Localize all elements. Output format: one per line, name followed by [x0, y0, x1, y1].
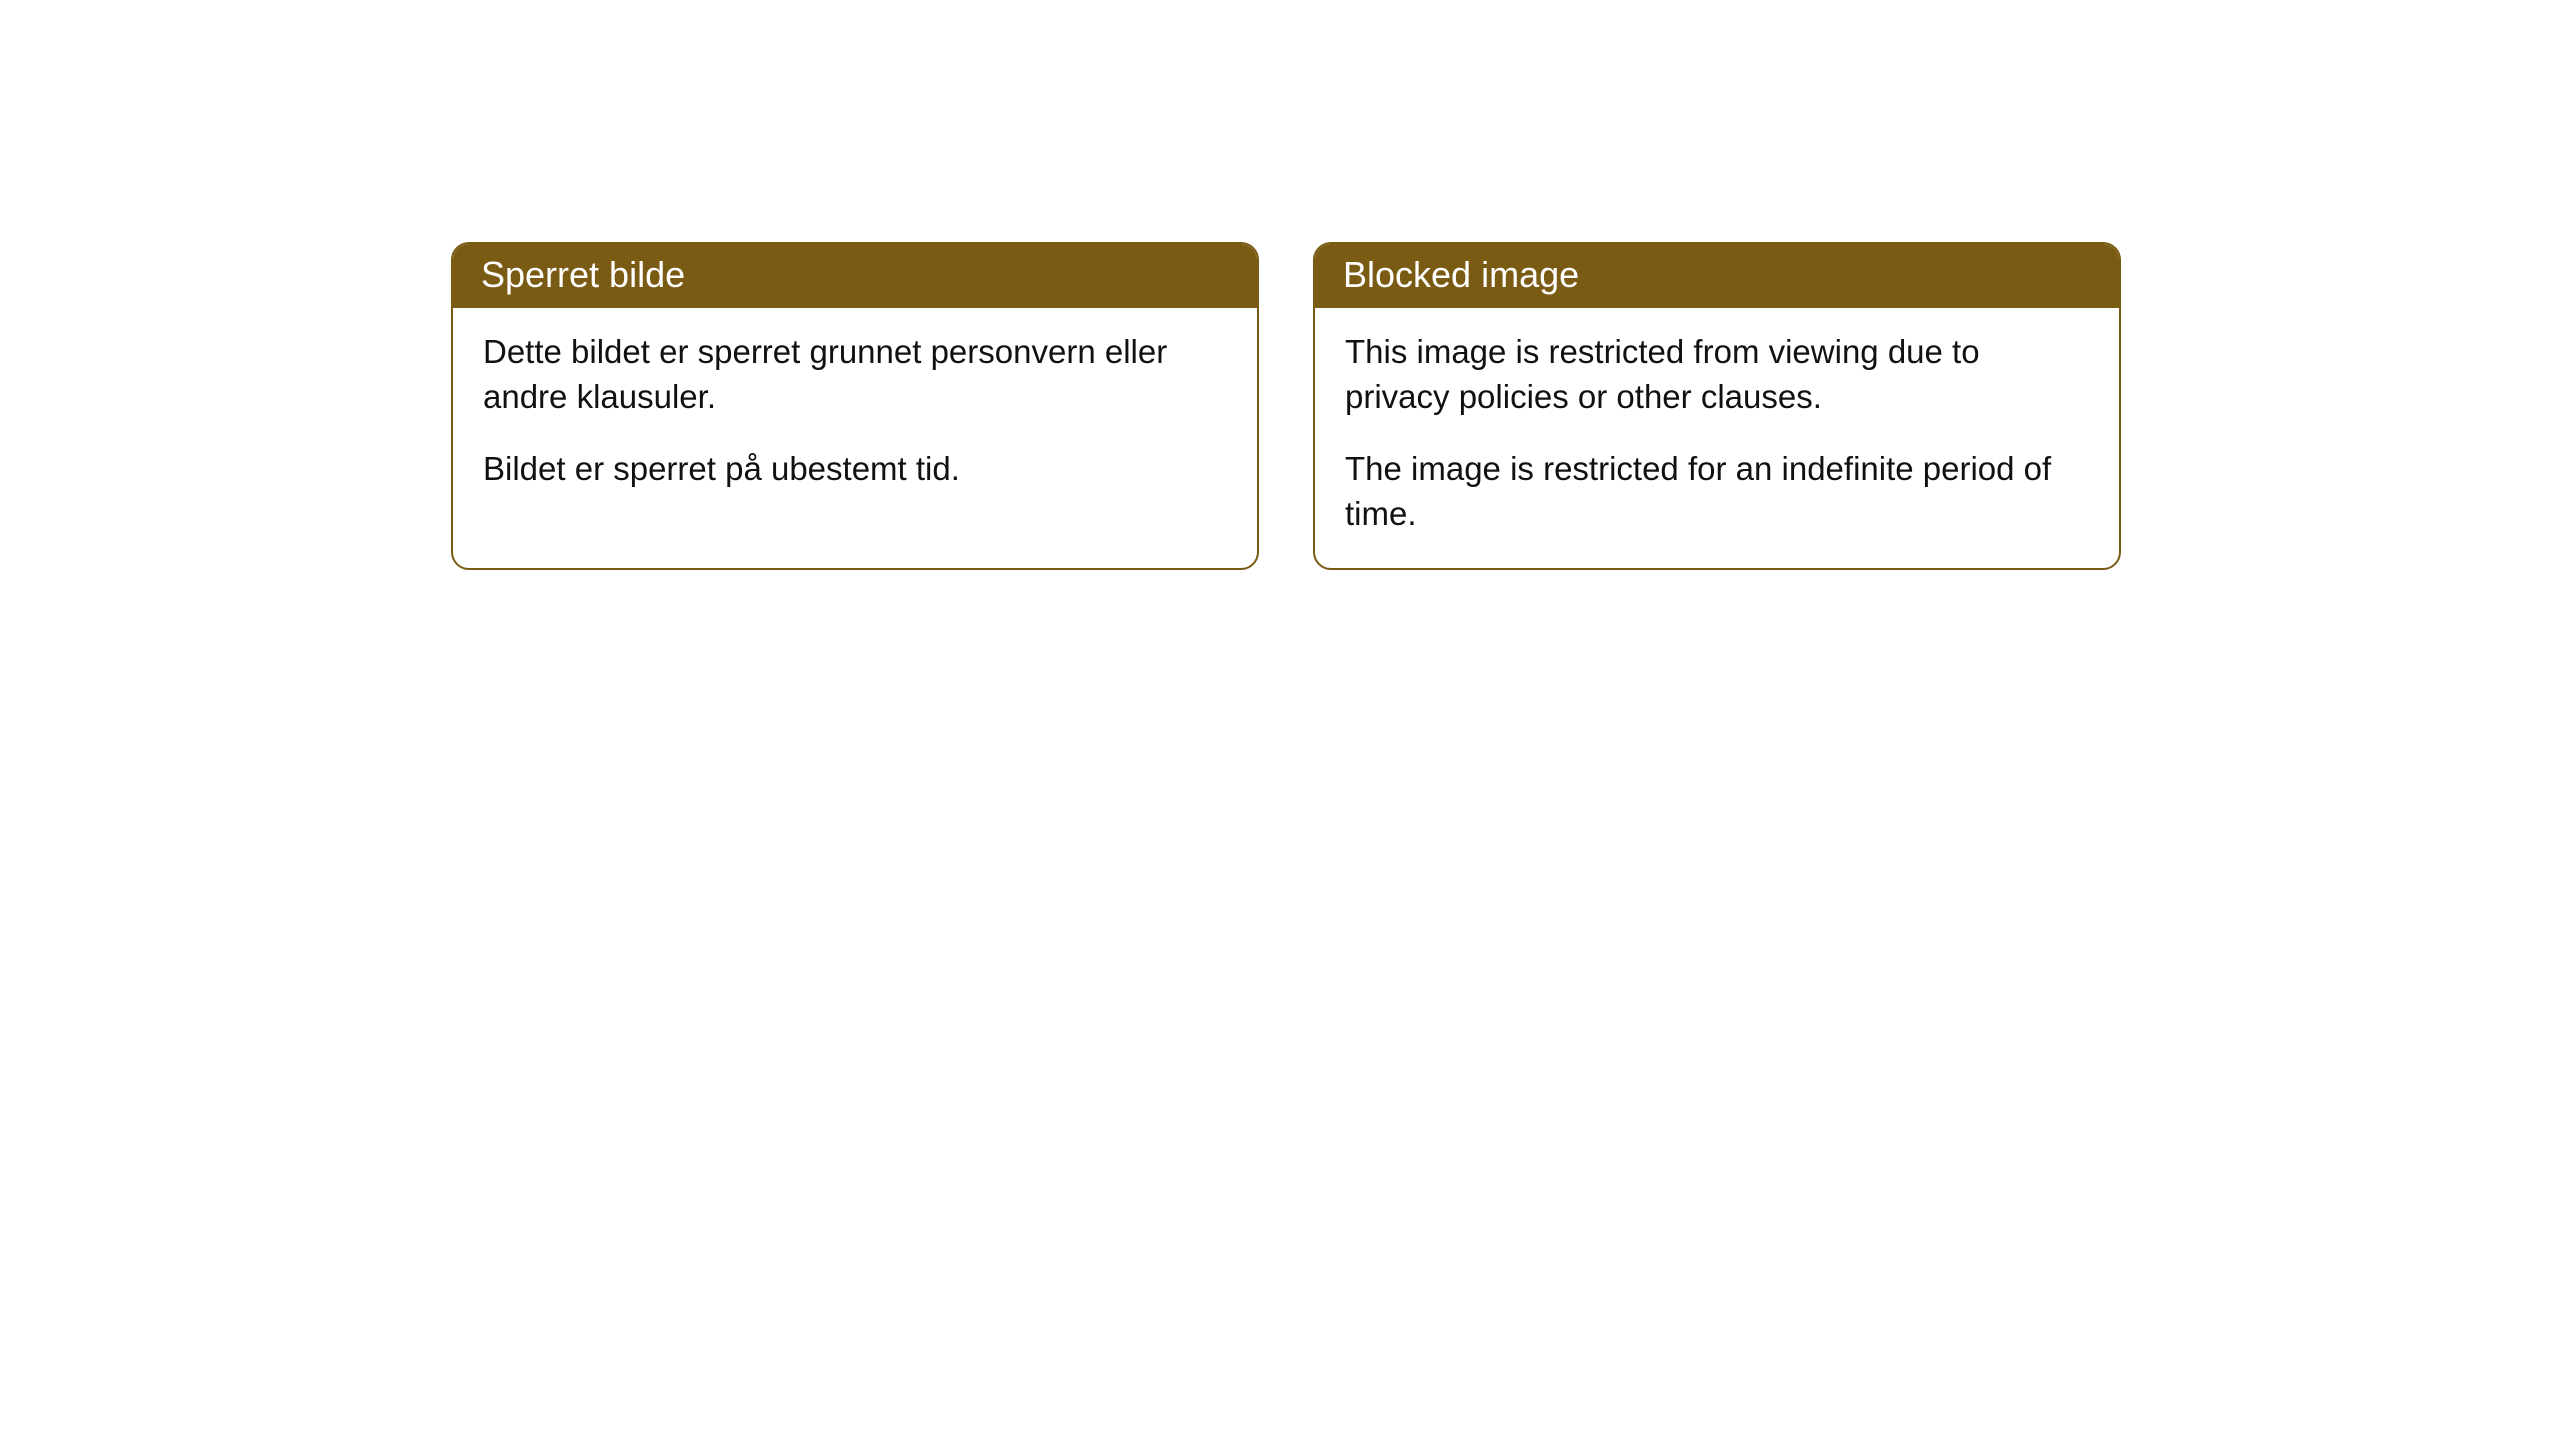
- card-title-no: Sperret bilde: [481, 254, 685, 295]
- card-body-no: Dette bildet er sperret grunnet personve…: [453, 308, 1257, 524]
- card-body-en: This image is restricted from viewing du…: [1315, 308, 2119, 568]
- card-para1-no: Dette bildet er sperret grunnet personve…: [483, 330, 1227, 419]
- card-para1-en: This image is restricted from viewing du…: [1345, 330, 2089, 419]
- card-title-en: Blocked image: [1343, 254, 1579, 295]
- card-para2-no: Bildet er sperret på ubestemt tid.: [483, 447, 1227, 492]
- blocked-image-card-en: Blocked image This image is restricted f…: [1313, 242, 2121, 570]
- cards-container: Sperret bilde Dette bildet er sperret gr…: [0, 0, 2560, 570]
- card-header-en: Blocked image: [1315, 244, 2119, 308]
- card-header-no: Sperret bilde: [453, 244, 1257, 308]
- blocked-image-card-no: Sperret bilde Dette bildet er sperret gr…: [451, 242, 1259, 570]
- card-para2-en: The image is restricted for an indefinit…: [1345, 447, 2089, 536]
